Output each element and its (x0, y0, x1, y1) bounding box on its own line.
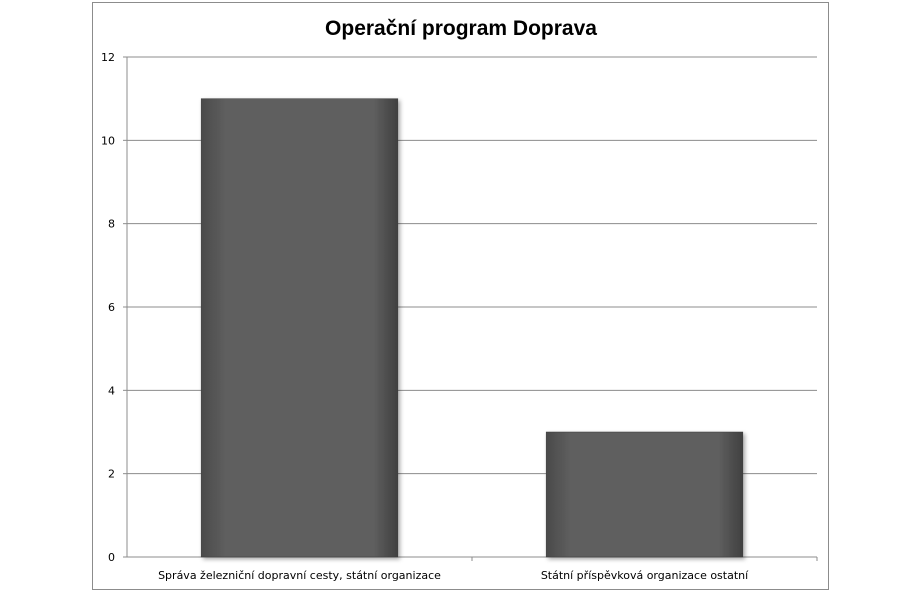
y-axis-tick-label: 2 (108, 468, 115, 481)
bar (545, 431, 744, 558)
y-axis-tick-label: 12 (101, 51, 115, 64)
y-axis-tick-label: 10 (101, 134, 115, 147)
y-axis-tick-label: 6 (108, 301, 115, 314)
y-axis-tick-label: 0 (108, 551, 115, 564)
bars (200, 98, 744, 558)
bar (200, 98, 399, 558)
chart-title: Operační program Doprava (325, 17, 597, 40)
y-axis-tick-label: 8 (108, 218, 115, 231)
y-axis-tick-label: 4 (108, 384, 115, 397)
x-axis-category-labels: Správa železniční dopravní cesty, státní… (158, 569, 749, 582)
y-axis-tick-labels: 0 2 4 6 8 10 12 (101, 51, 115, 564)
x-axis-category-label: Státní příspěvková organizace ostatní (541, 569, 749, 582)
x-axis-category-label: Správa železniční dopravní cesty, státní… (158, 569, 441, 582)
